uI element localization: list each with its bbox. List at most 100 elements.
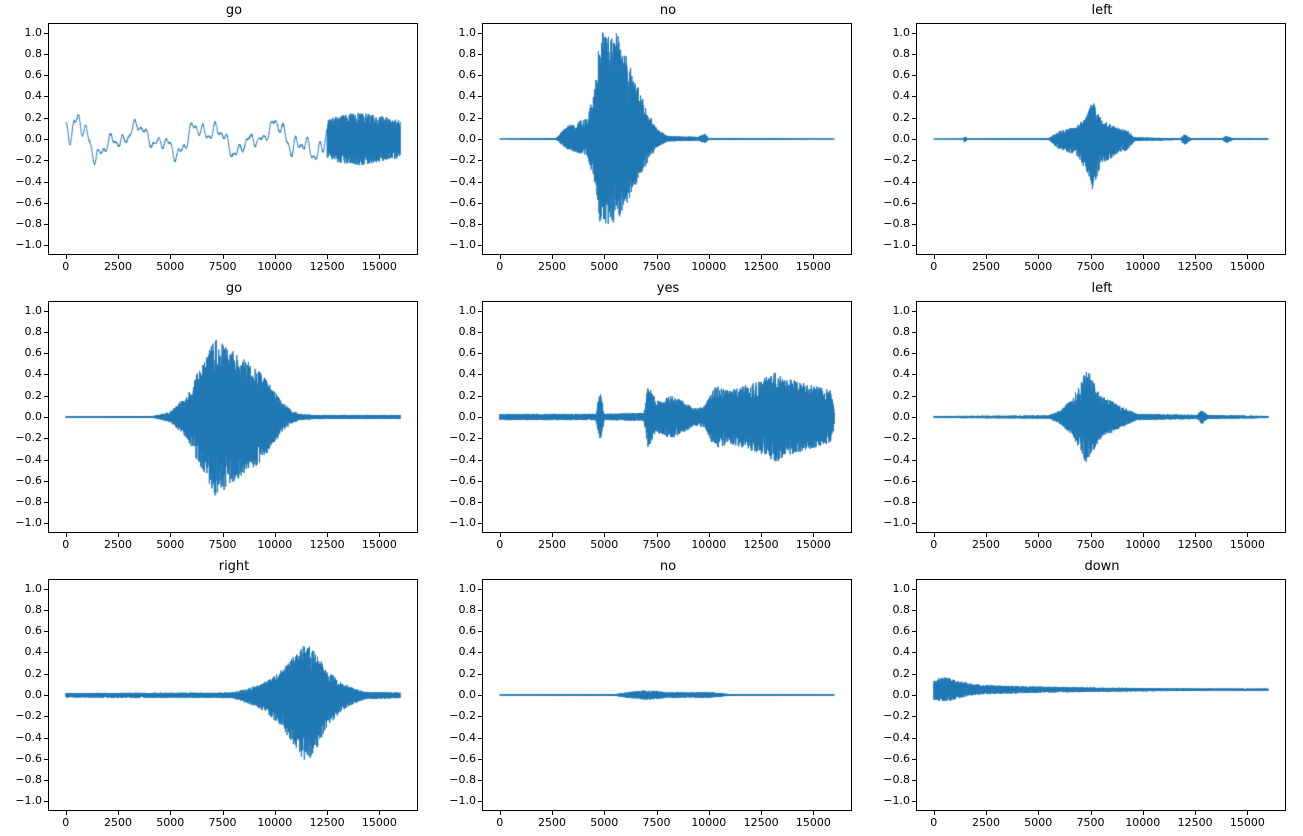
y-tick-mark [912,331,916,333]
y-tick-label: −0.6 [449,473,476,487]
y-tick-label: −0.8 [15,217,42,231]
y-tick-label: 0.0 [892,132,911,145]
y-tick-label: 0.6 [458,624,477,638]
y-tick-mark [478,631,482,633]
y-tick-label: 0.0 [24,132,43,145]
x-tick-mark [933,255,935,259]
y-tick-mark [44,480,48,482]
y-tick-mark [478,374,482,376]
y-tick-mark [478,588,482,590]
subplot-title: left [1091,3,1113,18]
x-tick-label: 15000 [795,538,831,551]
x-tick-mark [933,811,935,815]
x-tick-label: 15000 [361,538,397,551]
y-tick-mark [44,673,48,675]
x-tick-mark [1195,255,1197,259]
y-tick-mark [478,480,482,482]
y-tick-label: 0.6 [458,346,477,360]
y-tick-label: −0.6 [449,751,476,765]
y-tick-label: 0.6 [892,624,911,638]
y-tick-label: −0.8 [883,773,910,787]
x-tick-label: 15000 [1229,816,1265,829]
x-tick-label: 5000 [156,260,185,273]
x-tick-mark [708,255,710,259]
x-tick-mark [813,811,815,815]
subplot-title: left [1091,281,1113,296]
y-tick-label: 0.6 [458,68,477,82]
x-tick-label: 0 [496,816,504,829]
x-tick-label: 7500 [642,538,671,551]
x-tick-mark [1038,255,1040,259]
x-tick-label: 12500 [743,538,779,551]
y-tick-mark [912,32,916,34]
x-tick-mark [552,811,553,815]
waveform-plot [482,301,852,533]
y-tick-mark [478,96,482,98]
y-tick-mark [44,502,48,504]
x-tick-mark [327,811,329,815]
subplot-title: right [218,559,250,574]
x-tick-mark [222,255,224,259]
y-tick-label: 0.2 [458,666,477,680]
y-tick-mark [478,502,482,504]
y-tick-mark [44,96,48,98]
y-tick-mark [912,801,916,803]
y-tick-label: −0.4 [449,730,476,744]
x-tick-label: 7500 [1076,816,1105,829]
subplot: no 1.0 0.8 0.6 0.4 0.2 0.0 −0.2 −0.4 −0.6 −0.8 −1.… [434,557,868,835]
y-tick-mark [478,459,482,461]
x-tick-mark [379,533,381,537]
waveform-plot [48,23,418,255]
y-tick-mark [478,395,482,397]
x-tick-label: 12500 [743,816,779,829]
x-tick-mark [499,533,501,537]
y-tick-mark [44,181,48,183]
x-tick-mark [813,533,815,537]
y-tick-mark [44,737,48,739]
y-tick-label: −1.0 [449,516,476,530]
x-tick-label: 0 [496,260,504,273]
y-tick-label: −0.8 [883,217,910,231]
x-tick-mark [222,811,224,815]
y-tick-label: −0.4 [15,174,42,188]
y-tick-mark [44,353,48,355]
subplot: down 1.0 0.8 0.6 0.4 0.2 0.0 −0.2 −0.4 −0.6 −0.8 −… [868,557,1302,835]
y-tick-mark [44,523,48,525]
y-tick-mark [478,245,482,247]
y-tick-label: 0.8 [892,324,911,338]
y-tick-mark [478,737,482,739]
x-tick-mark [65,811,67,815]
y-tick-label: −0.6 [15,473,42,487]
y-tick-mark [478,331,482,333]
y-tick-label: 0.2 [458,110,477,124]
x-tick-mark [761,811,763,815]
y-tick-label: 0.4 [24,645,43,659]
y-tick-label: −0.4 [15,452,42,466]
y-tick-mark [44,160,48,162]
x-tick-mark [813,255,815,259]
x-tick-label: 2500 [972,260,1000,273]
y-tick-label: −1.0 [883,238,910,252]
x-tick-label: 12500 [309,260,345,273]
x-tick-label: 12500 [743,260,779,273]
y-tick-mark [478,695,482,696]
y-tick-mark [478,75,482,77]
x-tick-mark [499,811,501,815]
y-tick-label: 0.0 [892,410,911,423]
y-tick-mark [912,609,916,611]
y-tick-mark [912,96,916,98]
x-tick-mark [986,811,987,815]
subplot: no 1.0 0.8 0.6 0.4 0.2 0.0 −0.2 −0.4 −0.6 −0.8 −1.… [434,1,868,279]
y-tick-mark [44,801,48,803]
y-tick-label: −1.0 [883,516,910,530]
x-tick-label: 0 [930,538,938,551]
y-tick-mark [478,417,482,418]
x-tick-label: 12500 [1177,538,1213,551]
y-tick-label: 0.0 [458,410,477,423]
y-tick-mark [912,673,916,675]
y-tick-mark [912,202,916,204]
y-tick-label: −0.6 [15,195,42,209]
x-tick-label: 2500 [104,816,132,829]
y-tick-label: 0.2 [892,110,911,124]
